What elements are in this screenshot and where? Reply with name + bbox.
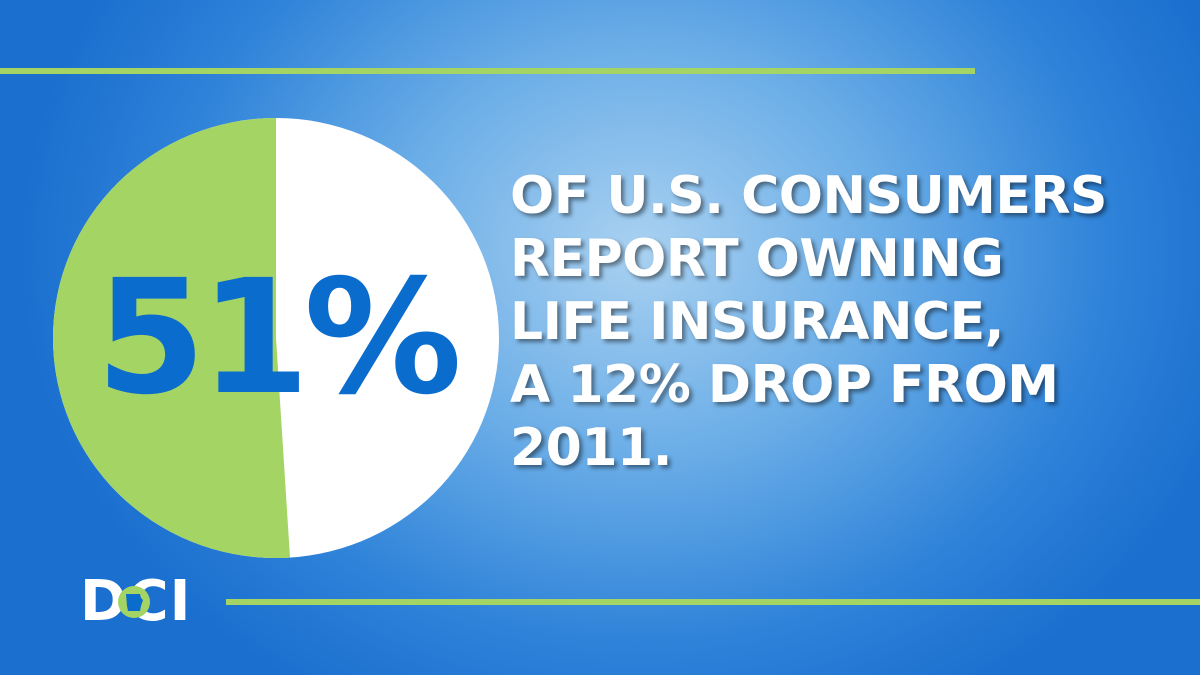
pie-chart-graphic: [53, 118, 499, 558]
pie-green-slice: [53, 118, 291, 558]
headline-line: REPORT OWNING: [510, 229, 1004, 289]
big-percentage: 51%: [95, 246, 462, 430]
top-accent-line: [0, 68, 975, 74]
headline-line: OF U.S. CONSUMERS: [510, 166, 1107, 226]
headline-text: OF U.S. CONSUMERS REPORT OWNING LIFE INS…: [510, 165, 1190, 480]
headline-line: 2011.: [510, 418, 672, 478]
headline-line: A 12% DROP FROM: [510, 355, 1059, 415]
pie-chart: [53, 118, 499, 558]
bottom-accent-line: [226, 599, 1200, 605]
missouri-state-outline-icon: [118, 586, 150, 618]
headline-line: LIFE INSURANCE,: [510, 292, 1004, 352]
dci-logo: DCI: [80, 570, 210, 634]
